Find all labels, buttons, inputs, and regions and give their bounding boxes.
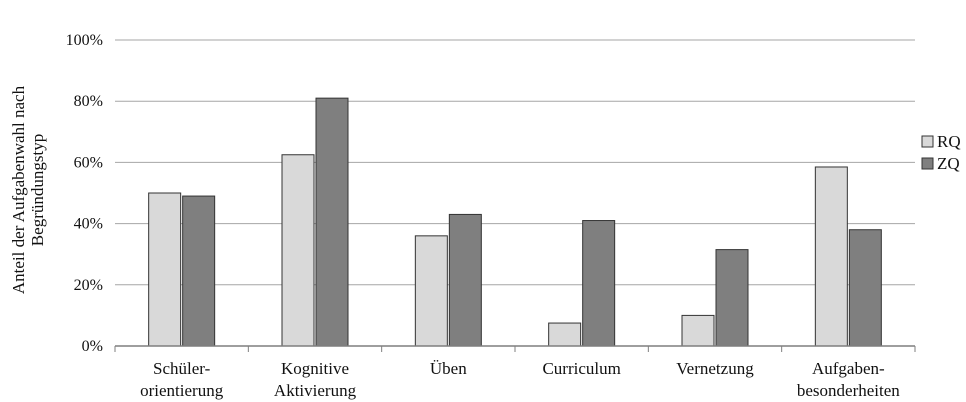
legend: RQ ZQ: [921, 132, 961, 173]
x-category-label-line: Vernetzung: [676, 359, 754, 378]
x-category-label: Aufgaben-besonderheiten: [797, 359, 900, 400]
y-tick-label: 80%: [74, 93, 103, 110]
x-category-label-line: Aktivierung: [274, 381, 357, 400]
bar-zq: [315, 97, 349, 347]
y-axis-tick-labels: 0% 20% 40% 60% 80% 100%: [66, 32, 103, 355]
bar-rq: [681, 314, 715, 347]
bar-rq: [148, 192, 182, 347]
x-category-label-line: Kognitive: [281, 359, 349, 378]
y-tick-label: 20%: [74, 277, 103, 294]
x-category-label: Kognitive Aktivierung: [274, 359, 357, 400]
bar-rq: [414, 235, 448, 347]
y-tick-label: 0%: [82, 338, 103, 355]
x-category-label-line: Curriculum: [542, 359, 620, 378]
legend-label-rq: RQ: [937, 132, 961, 151]
bar-zq: [848, 229, 882, 347]
x-category-label-line: Aufgaben-: [812, 359, 885, 378]
legend-swatch-zq: [921, 157, 934, 170]
bar-rq: [281, 154, 315, 347]
x-category-label-line: orientierung: [140, 381, 224, 400]
x-category-label-line: besonderheiten: [797, 381, 900, 400]
y-axis-title-line: Anteil der Aufgabenwahl nach: [9, 85, 28, 294]
x-category-label-line: Schüler-: [153, 359, 211, 378]
bar-rq: [814, 166, 848, 347]
bars: [148, 97, 882, 347]
x-category-label-line: Üben: [430, 359, 467, 378]
legend-swatch-rq: [921, 135, 934, 148]
y-axis-title-line: Begründungstyp: [28, 134, 47, 246]
y-axis-title: Anteil der Aufgabenwahl nachBegründungst…: [9, 85, 47, 294]
x-category-label: Vernetzung: [676, 359, 754, 378]
bar-zq: [182, 195, 216, 347]
x-category-label: Curriculum: [542, 359, 620, 378]
bar-rq: [548, 322, 582, 347]
x-axis: [114, 345, 916, 352]
y-axis-title-text: Anteil der Aufgabenwahl nachBegründungst…: [9, 85, 47, 294]
gridlines: [115, 39, 915, 286]
bar-zq: [448, 213, 482, 347]
y-tick-label: 40%: [74, 216, 103, 233]
x-category-label: Schüler-orientierung: [140, 359, 224, 400]
x-category-label: Üben: [430, 359, 467, 378]
legend-label-zq: ZQ: [937, 154, 960, 173]
bar-zq: [582, 220, 616, 347]
y-tick-label: 60%: [74, 154, 103, 171]
y-tick-label: 100%: [66, 32, 103, 49]
bar-zq: [715, 249, 749, 347]
x-axis-category-labels: Schüler-orientierung Kognitive Aktivierung…: [140, 359, 900, 400]
